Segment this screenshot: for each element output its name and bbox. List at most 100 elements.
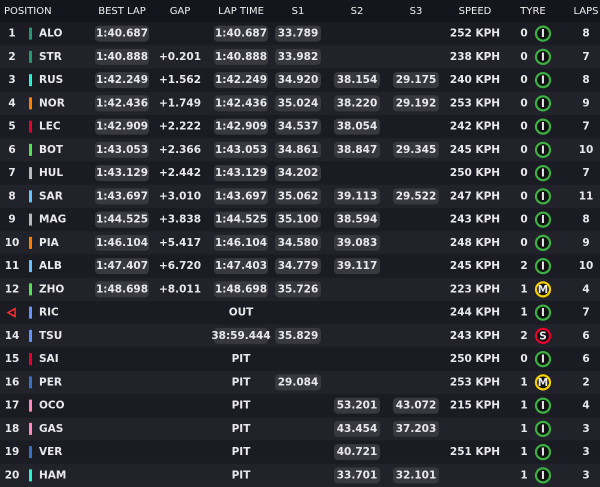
time-pill <box>334 258 380 275</box>
tyre-age: 0 <box>520 167 527 179</box>
driver: HUL <box>39 167 63 179</box>
driver: ZHO <box>39 283 64 295</box>
team-color <box>29 353 32 366</box>
s2-time: 38.054 <box>337 121 378 133</box>
team-color <box>29 329 32 342</box>
tyre-compound: I <box>541 470 545 482</box>
position: 8 <box>8 190 15 202</box>
tyre-icon <box>534 374 552 391</box>
time-pill <box>393 188 439 205</box>
team-color <box>29 167 32 180</box>
time-pill <box>393 420 439 437</box>
time-pill <box>95 25 149 42</box>
driver: MAG <box>39 214 66 226</box>
position: 14 <box>5 330 20 342</box>
tyre-compound: M <box>538 377 548 389</box>
team-color <box>29 50 32 63</box>
time-pill <box>214 258 268 275</box>
best-time: 1:43.129 <box>96 167 148 179</box>
s2-time: 39.083 <box>337 237 378 249</box>
laps: 2 <box>582 376 589 388</box>
time-pill <box>334 211 380 228</box>
tyre-age: 2 <box>520 260 527 272</box>
gap: +3.010 <box>159 190 201 202</box>
time-pill <box>275 141 321 158</box>
time-pill <box>393 397 439 414</box>
time-pill <box>214 95 268 112</box>
position: 16 <box>5 376 20 388</box>
row-background <box>0 347 600 371</box>
lap-time: PIT <box>232 469 252 481</box>
s1-time: 34.580 <box>278 237 319 249</box>
time-pill <box>393 467 439 484</box>
s2-time: 39.117 <box>337 260 378 272</box>
tyre-icon <box>534 351 552 368</box>
team-color <box>29 469 32 482</box>
speed: 248 KPH <box>450 237 500 249</box>
time-pill <box>334 95 380 112</box>
laps: 8 <box>582 74 589 86</box>
position: 5 <box>8 121 15 133</box>
driver: HAM <box>39 469 66 481</box>
tyre-compound: I <box>541 400 545 412</box>
best-time: 1:42.909 <box>96 121 148 133</box>
tyre-icon <box>534 165 552 182</box>
best-time: 1:43.053 <box>96 144 148 156</box>
time-pill <box>214 48 268 65</box>
driver: ALO <box>39 28 62 40</box>
tyre-age: 0 <box>520 28 527 40</box>
tyre-icon <box>534 258 552 275</box>
row-background <box>0 417 600 441</box>
tyre-icon <box>534 95 552 112</box>
column-header: BEST LAP <box>98 6 146 17</box>
time-pill <box>95 188 149 205</box>
laps: 6 <box>582 353 589 365</box>
laps: 7 <box>582 307 589 319</box>
speed: 250 KPH <box>450 353 500 365</box>
lap-time: 1:44.525 <box>215 214 267 226</box>
row-background <box>0 463 600 487</box>
team-color <box>29 190 32 203</box>
tyre-age: 0 <box>520 214 527 226</box>
laps: 7 <box>582 51 589 63</box>
driver: BOT <box>39 144 64 156</box>
best-time: 1:40.888 <box>96 51 148 63</box>
position: 15 <box>5 353 20 365</box>
column-header: SPEED <box>459 6 492 17</box>
s3-time: 29.522 <box>396 190 437 202</box>
s1-time: 34.920 <box>278 74 319 86</box>
speed: 244 KPH <box>450 307 500 319</box>
time-pill <box>214 234 268 251</box>
team-color <box>29 399 32 412</box>
gap: +1.749 <box>159 97 201 109</box>
time-pill <box>95 72 149 89</box>
s1-time: 35.829 <box>278 330 319 342</box>
tyre-icon <box>534 234 552 251</box>
s3-time: 29.345 <box>396 144 437 156</box>
tyre-age: 0 <box>520 74 527 86</box>
tyre-compound: I <box>541 144 545 156</box>
time-pill <box>214 188 268 205</box>
tyre-compound: I <box>541 75 545 87</box>
team-color <box>29 27 32 40</box>
tyre-age: 0 <box>520 121 527 133</box>
s2-time: 33.701 <box>337 469 378 481</box>
tyre-compound: I <box>541 261 545 273</box>
tyre-compound: I <box>541 214 545 226</box>
tyre-compound: S <box>539 330 547 342</box>
time-pill <box>275 211 321 228</box>
time-pill <box>334 444 380 461</box>
laps: 4 <box>582 400 589 412</box>
driver: PIA <box>39 237 60 249</box>
team-color <box>29 74 32 87</box>
team-color <box>29 120 32 133</box>
time-pill <box>95 234 149 251</box>
s1-time: 34.861 <box>278 144 319 156</box>
s1-time: 34.779 <box>278 260 319 272</box>
driver: SAR <box>39 190 63 202</box>
tyre-age: 1 <box>520 283 527 295</box>
time-pill <box>214 165 268 182</box>
driver: LEC <box>39 121 61 133</box>
